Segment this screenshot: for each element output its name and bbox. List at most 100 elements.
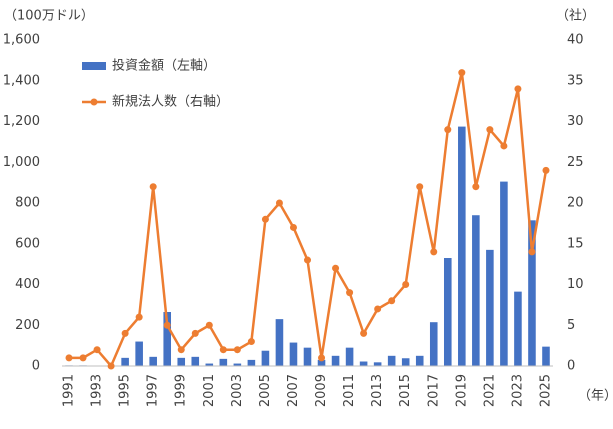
y-tick-label: 400 xyxy=(15,277,40,292)
bar xyxy=(135,341,143,366)
line-marker xyxy=(304,256,311,264)
line-marker xyxy=(514,85,522,93)
y2-tick-label: 10 xyxy=(567,277,584,292)
line-marker xyxy=(107,362,115,370)
line-marker xyxy=(233,346,241,354)
y-tick-label: 0 xyxy=(32,359,40,374)
y-axis-label: （100万ドル） xyxy=(4,9,94,24)
bar xyxy=(359,361,368,366)
bar xyxy=(219,358,228,366)
bar xyxy=(443,258,452,366)
y-tick-label: 1,400 xyxy=(3,73,40,88)
bar xyxy=(177,357,186,366)
x-tick-label: 1997 xyxy=(146,374,161,407)
bar xyxy=(149,356,157,366)
line-marker xyxy=(430,248,438,256)
bar xyxy=(472,215,480,366)
y-tick-label: 200 xyxy=(15,318,40,333)
bar xyxy=(205,363,214,366)
y-tick-label: 600 xyxy=(15,236,40,251)
line-marker xyxy=(458,69,466,77)
line-marker xyxy=(247,338,255,346)
legend-swatch xyxy=(82,62,106,70)
line-marker xyxy=(472,183,480,191)
y2-tick-label: 20 xyxy=(567,196,584,211)
bar xyxy=(528,220,536,366)
line-marker xyxy=(135,313,143,321)
bar xyxy=(275,319,284,366)
line-marker xyxy=(93,346,101,354)
line-marker xyxy=(346,289,354,297)
bar xyxy=(542,346,550,366)
y-tick-label: 800 xyxy=(15,196,40,211)
x-tick-label: 1991 xyxy=(62,374,77,407)
line-marker xyxy=(360,329,368,337)
line-marker xyxy=(79,354,87,362)
bar xyxy=(401,358,410,366)
x-tick-label: 1995 xyxy=(118,374,133,407)
y-tick-label: 1,000 xyxy=(3,155,40,170)
y2-tick-label: 30 xyxy=(567,114,584,129)
y2-tick-label: 25 xyxy=(567,155,584,170)
line-marker xyxy=(388,297,396,305)
x-tick-label: 2025 xyxy=(538,374,553,407)
x-tick-label: 1993 xyxy=(90,374,105,407)
line-marker xyxy=(121,329,129,337)
bar xyxy=(500,181,508,366)
bar xyxy=(387,355,396,366)
bar xyxy=(429,322,438,366)
bar xyxy=(163,312,172,366)
x-tick-label: 2003 xyxy=(230,374,245,407)
bar xyxy=(261,350,270,366)
x-tick-label: 2001 xyxy=(202,374,217,407)
line-marker xyxy=(191,329,199,337)
y2-tick-label: 15 xyxy=(567,236,584,251)
line-marker xyxy=(402,281,410,288)
x-tick-label: 2019 xyxy=(454,374,469,407)
x-tick-label: 2017 xyxy=(426,374,441,407)
legend-swatch-marker xyxy=(90,98,98,106)
x-tick-label: 2011 xyxy=(342,374,357,407)
y2-tick-label: 0 xyxy=(567,359,575,374)
line-marker xyxy=(528,248,536,256)
line-marker xyxy=(416,183,424,191)
bar xyxy=(121,357,129,366)
bar xyxy=(317,359,326,366)
line-marker xyxy=(289,223,297,231)
x-tick-label: 2005 xyxy=(258,374,273,407)
y-tick-label: 1,600 xyxy=(3,33,40,48)
x-tick-label: 2015 xyxy=(398,374,413,407)
line-marker xyxy=(374,305,382,313)
line-marker xyxy=(261,215,269,223)
legend-label: 新規法人数（右軸） xyxy=(112,94,229,110)
x-tick-label: 2013 xyxy=(370,374,385,407)
bar xyxy=(303,347,312,366)
x-axis-label: （年） xyxy=(578,389,613,404)
bar xyxy=(191,356,200,366)
y2-axis-label: （社） xyxy=(556,8,595,24)
x-tick-label: 2023 xyxy=(510,374,525,407)
bar xyxy=(373,362,382,366)
x-tick-label: 2021 xyxy=(482,374,497,407)
y2-tick-label: 5 xyxy=(567,318,575,333)
line-marker xyxy=(318,354,326,362)
legend-label: 投資金額（左軸） xyxy=(112,58,216,74)
line-marker xyxy=(444,126,452,134)
bar xyxy=(247,359,256,366)
x-tick-label: 2009 xyxy=(314,374,329,407)
line-marker xyxy=(486,126,494,134)
line-marker xyxy=(332,264,340,272)
bar xyxy=(331,355,340,366)
line-marker xyxy=(219,346,227,354)
line-marker xyxy=(275,199,283,207)
bar xyxy=(415,355,424,366)
bar xyxy=(233,363,242,366)
x-tick-label: 1999 xyxy=(174,374,189,407)
x-tick-label: 2007 xyxy=(286,374,301,407)
line-marker xyxy=(177,346,185,354)
line-marker xyxy=(500,142,508,150)
bar xyxy=(458,126,466,366)
line-marker xyxy=(542,166,550,174)
bar xyxy=(289,342,298,366)
